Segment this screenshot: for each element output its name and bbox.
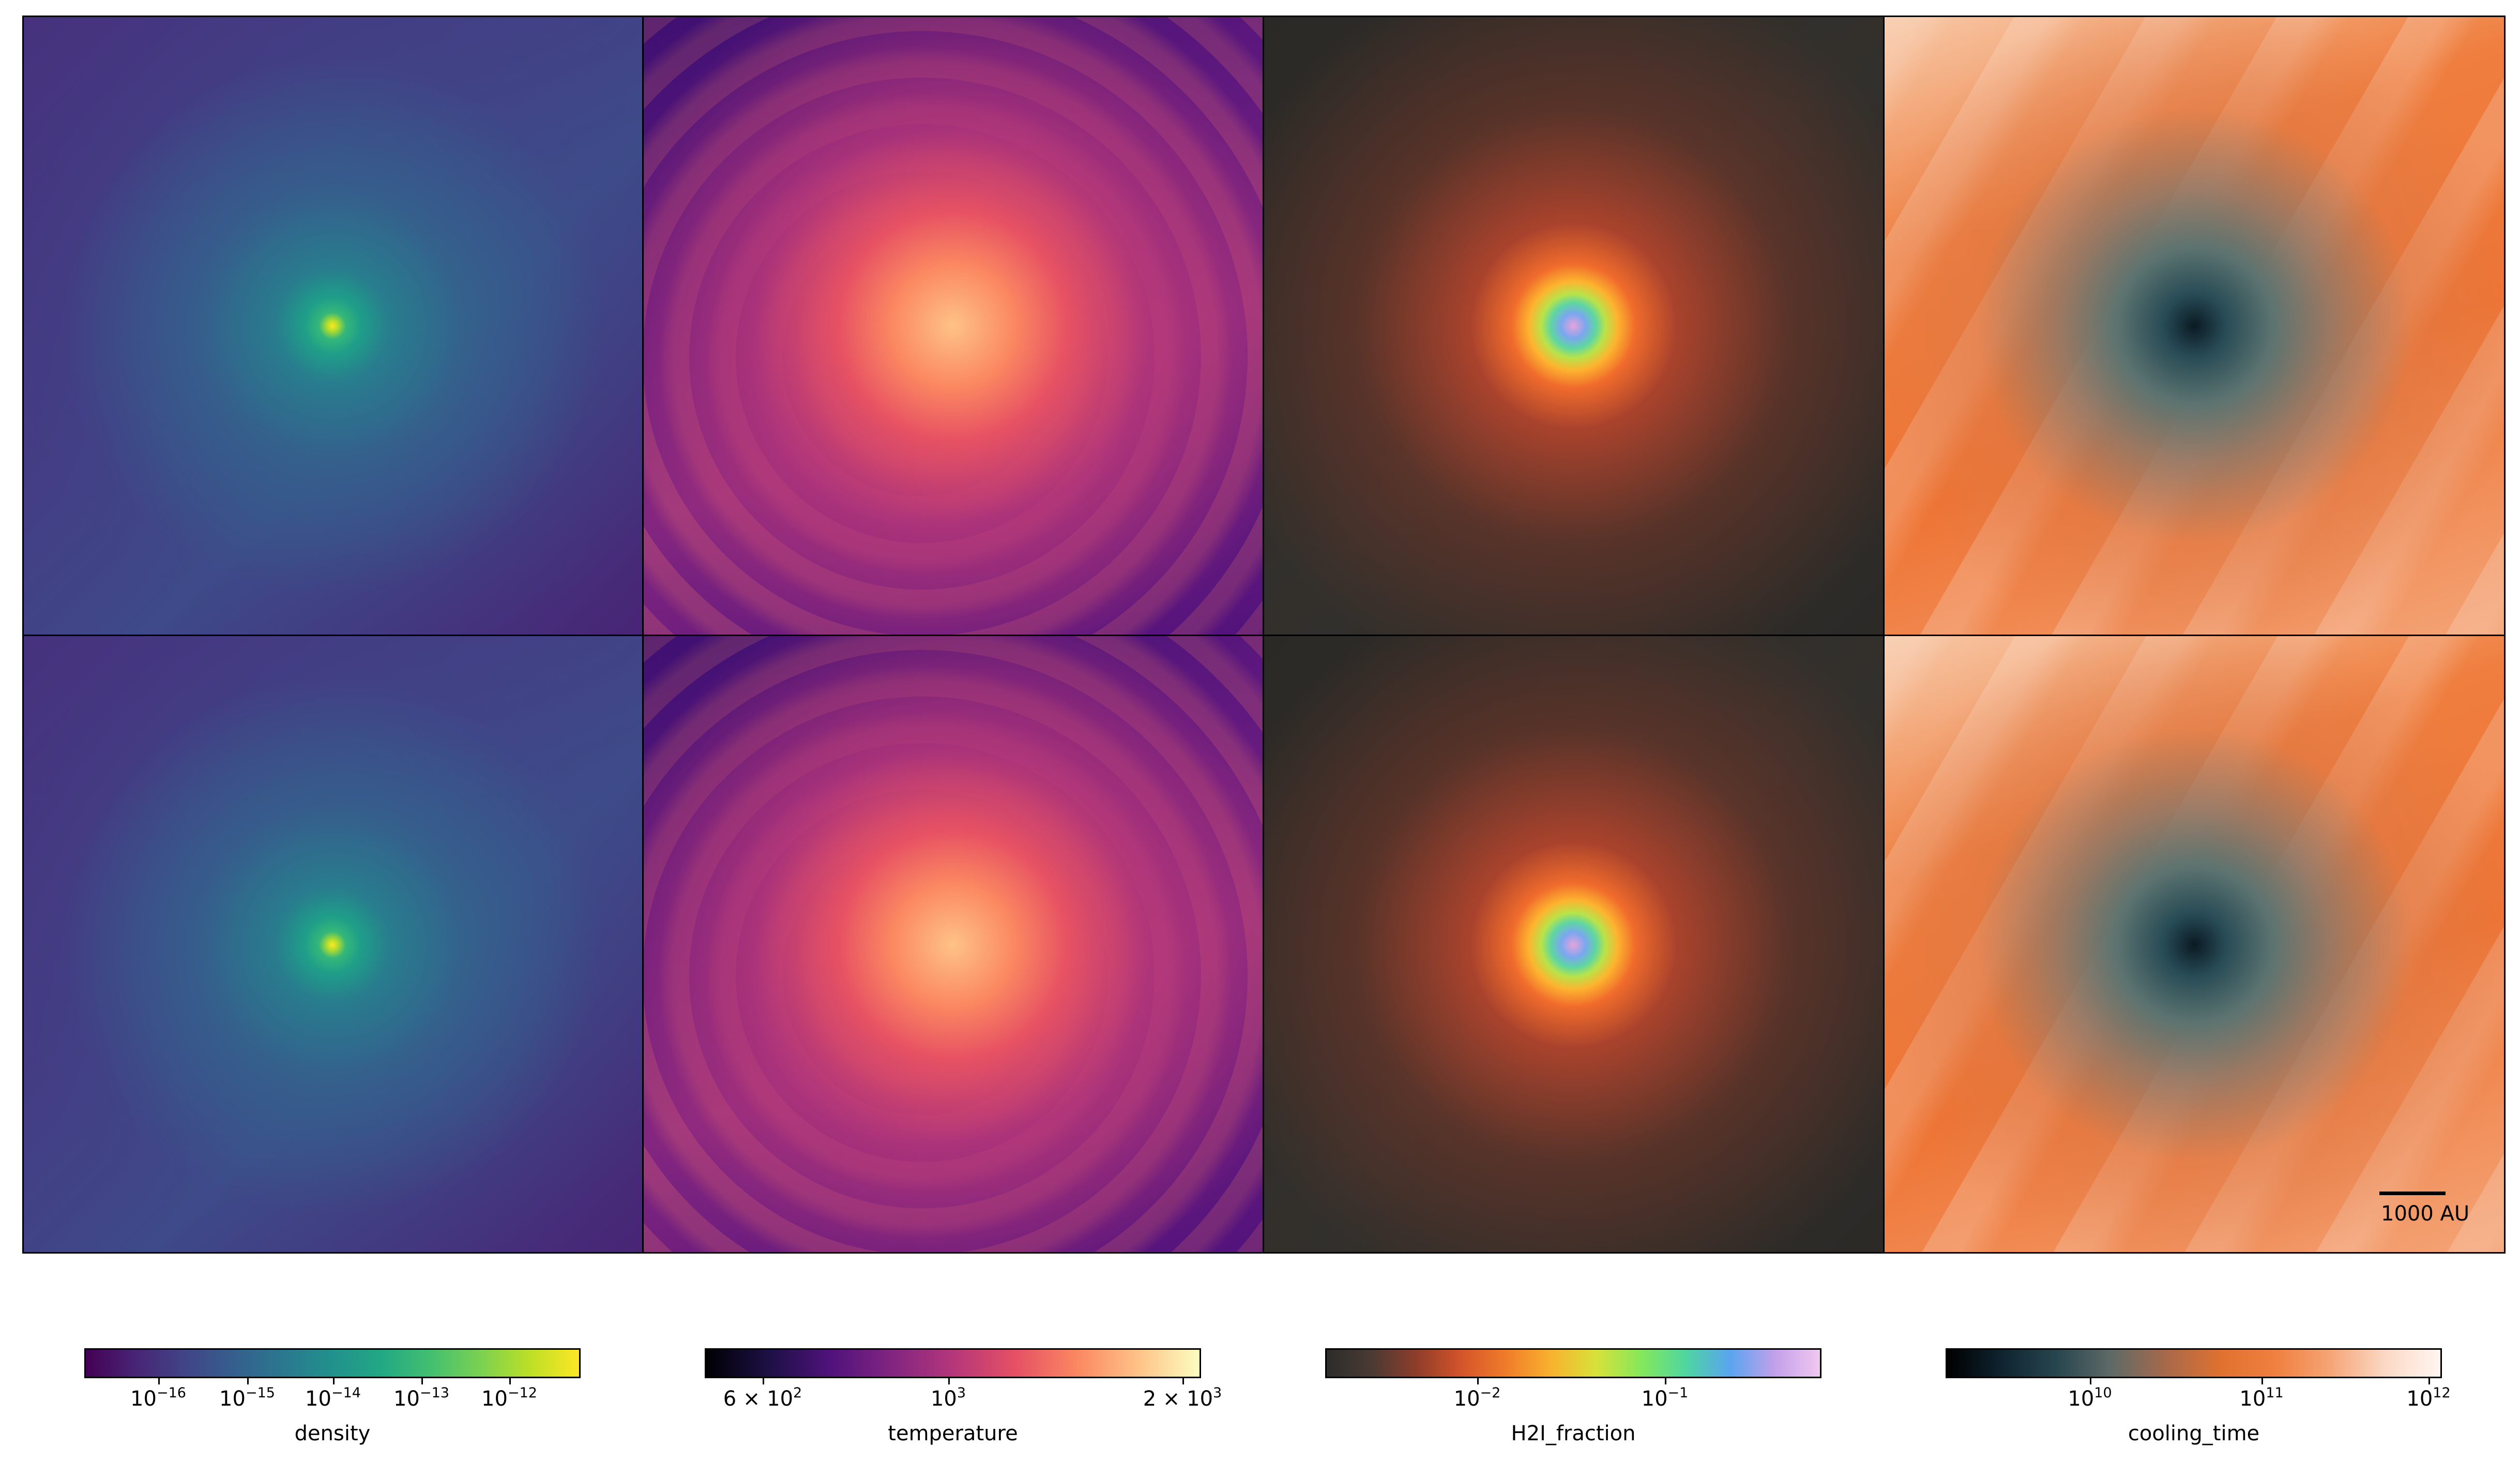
colorbar-tick-label: 1011 bbox=[2239, 1385, 2284, 1411]
colorbar-tick bbox=[333, 1378, 335, 1384]
colorbar-tick bbox=[158, 1378, 160, 1384]
density-colorbar-label: density bbox=[294, 1422, 371, 1445]
h2i-fraction-panel-top bbox=[1263, 16, 1884, 636]
scale-bar-label: 1000 AU bbox=[2381, 1202, 2470, 1226]
colorbar-tick-label: 1012 bbox=[2406, 1385, 2451, 1411]
colorbar-tick bbox=[1665, 1378, 1666, 1384]
colorbar-tick-label: 10−16 bbox=[130, 1385, 186, 1411]
density-panel-top bbox=[22, 16, 643, 636]
colorbar-tick bbox=[421, 1378, 423, 1384]
colorbar-tick bbox=[948, 1378, 950, 1384]
colorbar-tick bbox=[247, 1378, 249, 1384]
colorbar-tick bbox=[1182, 1378, 1184, 1384]
colorbar-tick-label: 10−12 bbox=[481, 1385, 537, 1411]
colorbar-tick-label: 10−14 bbox=[305, 1385, 361, 1411]
temperature-colorbar-label: temperature bbox=[888, 1422, 1018, 1445]
temperature-colorbar bbox=[705, 1348, 1201, 1378]
cooling-time-panel-bottom bbox=[1884, 636, 2506, 1254]
colorbar-tick-label: 103 bbox=[930, 1385, 966, 1411]
scale-bar bbox=[2379, 1192, 2446, 1195]
colorbar-tick-label: 2 × 103 bbox=[1143, 1385, 1222, 1411]
colorbar-tick-label: 6 × 102 bbox=[723, 1385, 802, 1411]
colorbar-tick-label: 10−1 bbox=[1641, 1385, 1689, 1411]
h2i-fraction-colorbar bbox=[1325, 1348, 1821, 1378]
density-colorbar bbox=[84, 1348, 581, 1378]
temperature-panel-bottom bbox=[643, 636, 1263, 1254]
colorbar-tick-label: 10−15 bbox=[219, 1385, 275, 1411]
colorbar-tick bbox=[1477, 1378, 1479, 1384]
colorbar-tick-label: 1010 bbox=[2068, 1385, 2112, 1411]
colorbar-tick-label: 10−13 bbox=[393, 1385, 449, 1411]
temperature-panel-top bbox=[643, 16, 1263, 636]
h2i-fraction-colorbar-label: H2I_fraction bbox=[1511, 1422, 1636, 1445]
colorbar-tick bbox=[2090, 1378, 2091, 1384]
density-panel-bottom bbox=[22, 636, 643, 1254]
colorbar-tick-label: 10−2 bbox=[1453, 1385, 1501, 1411]
cooling-time-colorbar-label: cooling_time bbox=[2128, 1422, 2260, 1445]
h2i-fraction-panel-bottom bbox=[1263, 636, 1884, 1254]
cooling-time-colorbar bbox=[1946, 1348, 2442, 1378]
colorbar-tick bbox=[763, 1378, 764, 1384]
colorbar-tick bbox=[2261, 1378, 2263, 1384]
row-divider bbox=[22, 635, 2506, 636]
colorbar-tick bbox=[509, 1378, 511, 1384]
cooling-time-panel-top bbox=[1884, 16, 2506, 636]
colorbar-tick bbox=[2428, 1378, 2430, 1384]
